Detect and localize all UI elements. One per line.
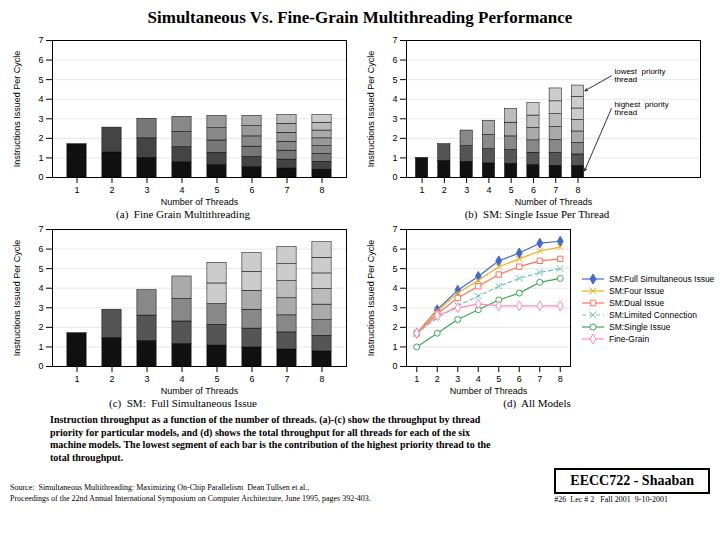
svg-text:3: 3 bbox=[392, 114, 397, 124]
svg-text:8: 8 bbox=[575, 185, 580, 195]
html-text:Simultaneous Vs. Fine-Grain Mu: Simultaneous Vs. Fine-Grain Multithreadi… bbox=[147, 8, 573, 27]
svg-text:5: 5 bbox=[496, 374, 501, 384]
html-text:SM:Limited Connection: SM:Limited Connection bbox=[609, 309, 697, 320]
svg-text:6: 6 bbox=[38, 244, 43, 254]
svg-text:0: 0 bbox=[38, 172, 43, 182]
svg-text:4: 4 bbox=[476, 374, 481, 384]
svg-text:2: 2 bbox=[109, 374, 114, 384]
svg-text:6: 6 bbox=[249, 185, 254, 195]
svg-text:Instructions Issued Per Cycle: Instructions Issued Per Cycle bbox=[366, 51, 376, 168]
html-text:(a) Fine Grain Multithreading: (a) Fine Grain Multithreading bbox=[116, 208, 250, 220]
svg-text:7: 7 bbox=[392, 224, 397, 234]
html-text:(d) All Models: (d) All Models bbox=[503, 397, 571, 409]
html-text:SM:Four Issue: SM:Four Issue bbox=[609, 285, 665, 296]
svg-text:5: 5 bbox=[509, 185, 514, 195]
svg-text:1: 1 bbox=[74, 374, 79, 384]
svg-text:6: 6 bbox=[392, 55, 397, 65]
svg-text:Instructions Issued Per Cycle: Instructions Issued Per Cycle bbox=[12, 240, 22, 357]
html-text:Source: Simultaneous Multithre: Source: Simultaneous Multithreading: Max… bbox=[10, 483, 371, 503]
svg-text:0: 0 bbox=[392, 172, 397, 182]
html-text:SM:Dual Issue: SM:Dual Issue bbox=[609, 297, 665, 308]
svg-text:8: 8 bbox=[319, 185, 324, 195]
svg-text:2: 2 bbox=[435, 374, 440, 384]
svg-text:1: 1 bbox=[74, 185, 79, 195]
svg-text:5: 5 bbox=[392, 75, 397, 85]
svg-text:3: 3 bbox=[38, 303, 43, 313]
svg-text:4: 4 bbox=[392, 94, 397, 104]
svg-text:6: 6 bbox=[531, 185, 536, 195]
svg-text:5: 5 bbox=[38, 75, 43, 85]
svg-text:3: 3 bbox=[392, 303, 397, 313]
svg-text:Instructions Issued Per Cycle: Instructions Issued Per Cycle bbox=[12, 51, 22, 168]
svg-text:3: 3 bbox=[144, 185, 149, 195]
svg-text:highest prioritythread: highest prioritythread bbox=[614, 100, 668, 117]
svg-text:3: 3 bbox=[38, 114, 43, 124]
svg-text:7: 7 bbox=[284, 185, 289, 195]
svg-text:0: 0 bbox=[38, 361, 43, 371]
svg-text:6: 6 bbox=[517, 374, 522, 384]
svg-text:2: 2 bbox=[109, 185, 114, 195]
svg-text:7: 7 bbox=[553, 185, 558, 195]
html-text:(c) SM: Full Simultaneous Issu: (c) SM: Full Simultaneous Issue bbox=[109, 397, 257, 409]
svg-text:7: 7 bbox=[284, 374, 289, 384]
svg-text:1: 1 bbox=[414, 374, 419, 384]
svg-text:7: 7 bbox=[38, 35, 43, 45]
svg-text:7: 7 bbox=[392, 35, 397, 45]
svg-text:2: 2 bbox=[38, 322, 43, 332]
svg-text:6: 6 bbox=[249, 374, 254, 384]
html-text:#26 Lec # 2 Fall 2001 9-10-200: #26 Lec # 2 Fall 2001 9-10-2001 bbox=[554, 495, 669, 504]
html-text:Instruction throughput as a fu: Instruction throughput as a function of … bbox=[50, 414, 491, 463]
svg-text:8: 8 bbox=[319, 374, 324, 384]
svg-text:2: 2 bbox=[442, 185, 447, 195]
svg-text:6: 6 bbox=[38, 55, 43, 65]
svg-text:3: 3 bbox=[464, 185, 469, 195]
svg-text:lowest prioritythread: lowest prioritythread bbox=[614, 67, 665, 84]
svg-text:1: 1 bbox=[392, 153, 397, 163]
svg-text:2: 2 bbox=[38, 133, 43, 143]
svg-text:Number of Threads: Number of Threads bbox=[161, 386, 239, 396]
svg-text:3: 3 bbox=[455, 374, 460, 384]
html-text:(b) SM: Single Issue Per Threa: (b) SM: Single Issue Per Thread bbox=[464, 208, 610, 220]
svg-text:1: 1 bbox=[392, 342, 397, 352]
svg-text:4: 4 bbox=[38, 283, 43, 293]
svg-text:Number of Threads: Number of Threads bbox=[515, 197, 593, 207]
svg-text:5: 5 bbox=[38, 264, 43, 274]
svg-text:5: 5 bbox=[214, 374, 219, 384]
svg-text:2: 2 bbox=[392, 133, 397, 143]
svg-text:1: 1 bbox=[38, 342, 43, 352]
svg-text:4: 4 bbox=[392, 283, 397, 293]
svg-text:Number of Threads: Number of Threads bbox=[450, 386, 528, 396]
svg-text:5: 5 bbox=[392, 264, 397, 274]
svg-text:7: 7 bbox=[537, 374, 542, 384]
svg-text:1: 1 bbox=[38, 153, 43, 163]
svg-text:1: 1 bbox=[420, 185, 425, 195]
svg-text:Instructions Issued Per Cycle: Instructions Issued Per Cycle bbox=[366, 240, 376, 357]
svg-text:Number of Threads: Number of Threads bbox=[161, 197, 239, 207]
html-text:EECC722 - Shaaban: EECC722 - Shaaban bbox=[570, 473, 694, 488]
svg-text:4: 4 bbox=[179, 185, 184, 195]
html-text:Fine-Grain: Fine-Grain bbox=[609, 333, 650, 344]
svg-text:5: 5 bbox=[214, 185, 219, 195]
svg-text:2: 2 bbox=[392, 322, 397, 332]
svg-text:8: 8 bbox=[558, 374, 563, 384]
svg-text:6: 6 bbox=[392, 244, 397, 254]
svg-text:4: 4 bbox=[38, 94, 43, 104]
svg-text:0: 0 bbox=[392, 361, 397, 371]
svg-text:4: 4 bbox=[179, 374, 184, 384]
svg-text:3: 3 bbox=[144, 374, 149, 384]
svg-text:7: 7 bbox=[38, 224, 43, 234]
html-text:SM:Full Simultaneous Issue: SM:Full Simultaneous Issue bbox=[609, 273, 715, 284]
svg-text:4: 4 bbox=[486, 185, 491, 195]
html-text:SM:Single Issue: SM:Single Issue bbox=[609, 321, 671, 332]
